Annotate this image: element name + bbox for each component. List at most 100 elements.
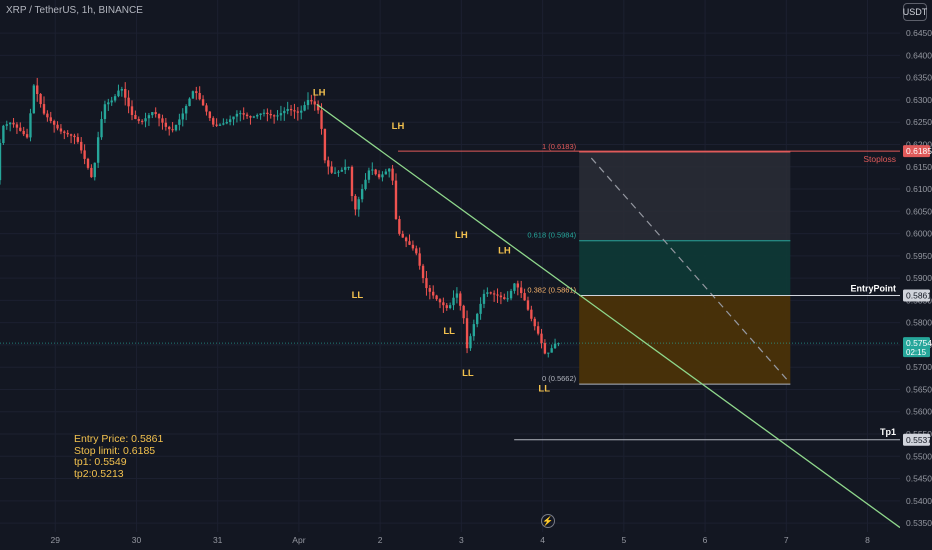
candle-body [259,113,262,115]
candle-body [476,313,479,325]
price-tick: 0.6200 [906,139,932,149]
price-tick: 0.5450 [906,474,932,484]
candle-body [506,298,509,300]
candle-body [357,199,360,210]
candle-body [198,93,201,100]
candle-body [462,305,465,319]
candle-body [239,113,242,115]
candle-body [306,100,310,106]
candle-body [496,294,499,296]
swing-label: LH [392,121,405,132]
candle-body [276,115,279,117]
candle-body [130,106,134,115]
swing-label: LH [313,87,326,98]
candle-body [208,111,212,119]
candle-body [32,85,36,114]
price-tick: 0.5400 [906,496,932,506]
candle-body [526,300,530,310]
candle-body [269,114,272,116]
price-tick: 0.5800 [906,318,932,328]
candle-body [435,295,438,300]
price-tick: 0.6150 [906,162,932,172]
candle-body [164,122,168,127]
downtrend-line [316,103,901,529]
candle-body [523,293,526,301]
candle-body [39,94,42,105]
candle-body [384,171,388,175]
candle-body [459,293,462,306]
price-tick: 0.5350 [906,518,932,528]
candle-body [547,352,550,354]
fib-level-label: 1 (0.6183) [542,142,577,151]
note-entry-price: Entry Price: 0.5861 [74,433,164,445]
time-tick: Apr [292,535,305,545]
candle-body [340,169,344,172]
lightning-icon[interactable]: ⚡ [541,514,555,528]
time-tick: 8 [865,535,870,545]
candle-body [103,104,107,120]
price-tick: 0.6450 [906,28,932,38]
candle-body [404,237,408,242]
candle-body [503,297,506,300]
candle-body [63,131,66,133]
candle-body [96,137,100,163]
candle-body [350,166,354,197]
candle-body [215,124,218,126]
horizontal-lines: Stoploss EntryPoint Tp1 [0,150,900,441]
candle-body [144,118,147,122]
candle-body [120,89,124,91]
candle-body [465,318,469,349]
candle-body [489,292,492,294]
time-tick: 2 [378,535,383,545]
price-tick: 0.6250 [906,117,932,127]
candle-body [117,90,120,97]
candle-body [320,110,323,129]
trendline [316,103,901,529]
candle-body [245,114,249,117]
candle-body [80,141,83,151]
candle-body [310,100,313,102]
candle-body [249,116,252,118]
candle-body [2,125,5,144]
candle-body [76,137,80,142]
price-axis: 0.64500.64000.63500.63000.62500.62000.61… [900,0,932,550]
candle-body [15,124,19,128]
candle-body [12,122,15,125]
candle-body [161,118,164,123]
tp1-price-tag-bg [903,433,930,446]
current-price-tag-bg [903,337,930,358]
candle-body [52,121,56,125]
candle-body [59,128,63,132]
candle-body [513,283,516,291]
candle-body [316,104,320,111]
fibonacci-retracement: 1 (0.6183) 0.618 (0.5984) 0.382 (0.5861) 0 … [527,142,791,385]
candle-body [408,241,411,245]
candle-body [266,112,269,115]
candle-body [157,114,161,119]
symbol-title: XRP / TetherUS, 1h, BINANCE [6,5,143,16]
candle-body [469,336,472,349]
candle-body [344,167,347,170]
candle-body [83,150,86,159]
candle-body [218,124,222,126]
candle-body [93,162,96,178]
candle-body [154,112,157,115]
candle-body [212,118,215,125]
candle-body [107,102,110,105]
price-tick: 0.6050 [906,206,932,216]
candle-body [293,110,296,112]
candle-body [22,130,25,135]
candle-body [124,89,127,98]
candle-body [472,324,476,337]
stoploss-price-tag: 0.6185 [906,146,932,156]
candle-body [509,290,513,299]
currency-button[interactable]: USDT [903,3,927,21]
price-tick: 0.5650 [906,384,932,394]
price-tick: 0.5600 [906,407,932,417]
price-tick: 0.6400 [906,50,932,60]
candle-body [286,108,289,111]
candle-body [516,283,520,288]
fib-level-label: 0.382 (0.5861) [527,285,576,294]
candle-body [289,108,293,111]
